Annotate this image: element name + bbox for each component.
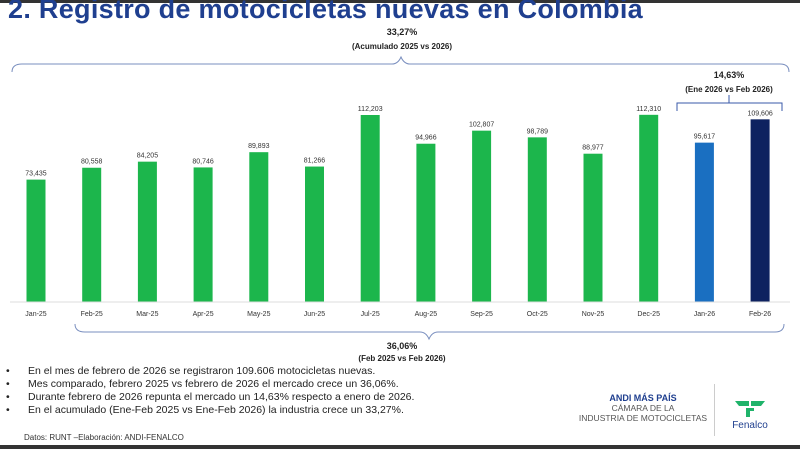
source-note: Datos: RUNT –Elaboración: ANDI-FENALCO xyxy=(24,433,184,442)
bullet-list: • En el mes de febrero de 2026 se registr… xyxy=(6,365,414,417)
value-label-Nov-25: 88,977 xyxy=(582,145,604,152)
bar-chart: 33,27% (Acumulado 2025 vs 2026) 14,63% (… xyxy=(10,27,790,363)
right-bracket-path xyxy=(676,95,783,111)
value-label-Dec-25: 112,310 xyxy=(636,106,661,113)
bar-Feb-26 xyxy=(750,119,770,302)
bar-Jan-25 xyxy=(26,179,46,302)
fenalco-icon xyxy=(735,401,765,417)
x-tick-May-25: May-25 xyxy=(247,311,270,318)
value-label-Aug-25: 94,966 xyxy=(415,135,437,142)
value-label-Jan-26: 95,617 xyxy=(694,134,716,141)
x-tick-Jan-26: Jan-26 xyxy=(694,311,716,318)
bar-Mar-25 xyxy=(137,161,157,302)
right-pct: 14,63% xyxy=(714,70,745,80)
bar-Dec-25 xyxy=(639,114,659,302)
bar-Nov-25 xyxy=(583,153,603,302)
top-pct: 33,27% xyxy=(387,27,418,37)
x-tick-Oct-25: Oct-25 xyxy=(527,311,548,318)
bullet-item: • En el acumulado (Ene-Feb 2025 vs Ene-Fe… xyxy=(6,404,404,416)
value-label-May-25: 89,893 xyxy=(248,143,270,150)
right-text: (Ene 2026 vs Feb 2026) xyxy=(685,85,773,94)
x-tick-Apr-25: Apr-25 xyxy=(193,311,214,318)
bottom-bracket-path xyxy=(74,323,785,341)
bar-Feb-25 xyxy=(82,167,102,302)
logo-divider xyxy=(714,384,715,436)
bar-Jun-25 xyxy=(305,166,324,302)
bar-Apr-25 xyxy=(193,167,213,302)
bottom-text: (Feb 2025 vs Feb 2026) xyxy=(358,354,445,363)
bar-Sep-25 xyxy=(472,130,492,302)
value-label-Feb-25: 80,558 xyxy=(81,159,103,166)
value-label-Sep-25: 102,807 xyxy=(469,122,494,129)
x-tick-Nov-25: Nov-25 xyxy=(582,311,605,318)
x-tick-Mar-25: Mar-25 xyxy=(136,311,158,318)
value-label-Apr-25: 80,746 xyxy=(192,158,214,165)
value-label-Mar-25: 84,205 xyxy=(137,153,159,160)
top-border xyxy=(0,0,800,3)
value-label-Feb-26: 109,606 xyxy=(747,110,772,117)
value-label-Jul-25: 112,203 xyxy=(358,106,383,113)
bar-Oct-25 xyxy=(527,137,547,302)
x-tick-Feb-26: Feb-26 xyxy=(749,311,771,318)
x-tick-Dec-25: Dec-25 xyxy=(637,311,660,318)
bottom-pct: 36,06% xyxy=(387,341,418,351)
x-tick-Sep-25: Sep-25 xyxy=(470,311,493,318)
bar-Jan-26 xyxy=(694,142,714,302)
x-tick-Aug-25: Aug-25 xyxy=(415,311,438,318)
x-tick-Jun-25: Jun-25 xyxy=(304,311,326,318)
bullet-item: • Durante febrero de 2026 repunta el merc… xyxy=(6,391,415,403)
value-label-Oct-25: 98,789 xyxy=(527,128,549,135)
bar-Aug-25 xyxy=(416,143,436,302)
andi-camara-logo: ANDI MÁS PAÍS CÁMARA DE LA INDUSTRIA DE … xyxy=(578,393,708,423)
bullet-item: • Mes comparado, febrero 2025 vs febrero … xyxy=(6,378,399,390)
x-tick-Jan-25: Jan-25 xyxy=(25,311,47,318)
top-bracket-path xyxy=(11,55,790,73)
bar-Jul-25 xyxy=(360,115,380,302)
page-title: 2. Registro de motocicletas nuevas en Co… xyxy=(8,0,643,24)
x-tick-Jul-25: Jul-25 xyxy=(361,311,380,318)
bullet-item: • En el mes de febrero de 2026 se registr… xyxy=(6,365,376,377)
bottom-border xyxy=(0,445,800,449)
value-label-Jun-25: 81,266 xyxy=(304,158,326,165)
value-label-Jan-25: 73,435 xyxy=(25,171,47,178)
fenalco-logo: Fenalco xyxy=(720,398,780,431)
bar-May-25 xyxy=(249,152,269,302)
x-tick-Feb-25: Feb-25 xyxy=(81,311,103,318)
top-text: (Acumulado 2025 vs 2026) xyxy=(352,42,452,51)
